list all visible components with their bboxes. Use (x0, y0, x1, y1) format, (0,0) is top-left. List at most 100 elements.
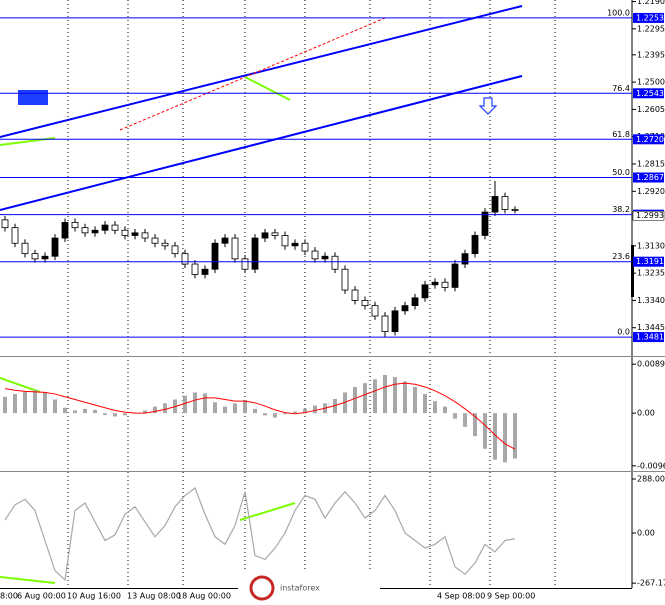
candle-body (291, 242, 299, 247)
candle-body (331, 255, 339, 270)
candle-body (271, 232, 279, 236)
candle-body (511, 209, 519, 211)
y-tick-label: 288.0038 (637, 475, 665, 484)
fib-price-box (633, 332, 664, 343)
fib-ratio: 100.0 (607, 8, 630, 17)
macd-bar (243, 400, 247, 414)
macd-bar (143, 410, 147, 414)
macd-bar (3, 396, 7, 414)
candle-body (391, 310, 399, 333)
macd-bar (103, 413, 107, 415)
watermark-logo (249, 575, 275, 601)
candle-body (91, 229, 99, 234)
macd-bar (33, 390, 37, 414)
fib-price: 1.3191 (636, 257, 664, 266)
candle-body (131, 232, 139, 236)
macd-bar (453, 413, 457, 419)
y-tick-label: 1.2395 (637, 50, 665, 59)
x-tick-label: 10 Aug 16:00 (67, 592, 121, 601)
macd-bar (113, 413, 117, 417)
macd-bar (123, 413, 127, 416)
macd-bar (313, 405, 317, 414)
candle-body (351, 289, 359, 301)
candle-body (161, 242, 169, 247)
y-tick-label: 1.2500 (637, 78, 665, 87)
macd-bar (353, 386, 357, 414)
macd-bar (203, 393, 207, 414)
candle-body (151, 237, 159, 244)
candle-body (341, 268, 349, 291)
macd-bar (253, 408, 257, 414)
fib-price: 1.2543 (636, 89, 664, 98)
y-tick-label: 0.00 (637, 529, 655, 538)
macd-bar (463, 413, 467, 427)
macd-bar (233, 403, 237, 414)
candle-body (381, 315, 389, 333)
macd-bar (423, 394, 427, 414)
macd-bar (63, 407, 67, 414)
macd-bar (483, 413, 487, 449)
macd-bar (503, 413, 507, 463)
y-tick-label: 0.00 (637, 409, 655, 418)
macd-bar (13, 394, 17, 414)
macd-bar (413, 386, 417, 414)
candle-body (211, 242, 219, 270)
candle-body (251, 237, 259, 270)
fib-ratio: 0.0 (617, 328, 630, 337)
macd-bar (283, 413, 287, 415)
candle-body (81, 227, 89, 234)
macd-bar (373, 379, 377, 414)
candle-body (361, 300, 369, 307)
candle-body (31, 253, 39, 260)
x-tick-label: 8:00 (0, 592, 18, 601)
y-tick-label: 1.2920 (637, 187, 665, 196)
y-tick-label: -267.1703 (637, 579, 665, 588)
macd-bar (163, 403, 167, 414)
y-tick-label: 0.00897 (637, 360, 665, 369)
macd-bar (83, 408, 87, 414)
macd-bar (153, 406, 157, 414)
candle-body (71, 222, 79, 229)
candle-body (421, 284, 429, 299)
candle-body (401, 305, 409, 312)
y-tick-label: 1.2605 (637, 105, 665, 114)
macd-bar (343, 392, 347, 414)
macd-bar (493, 413, 497, 460)
macd-bar (223, 406, 227, 414)
macd-bar (403, 381, 407, 414)
macd-bar (73, 410, 77, 414)
candle-body (221, 237, 229, 244)
watermark-text: instaforex (280, 584, 320, 593)
macd-bar (43, 392, 47, 414)
candle-body (301, 242, 309, 252)
candle-body (231, 237, 239, 260)
macd-bar (443, 406, 447, 414)
fib-ratio: 38.2 (612, 205, 630, 214)
fib-price-box (633, 134, 664, 145)
candle-body (411, 297, 419, 307)
candle-body (261, 232, 269, 239)
y-tick-label: 1.2295 (637, 24, 665, 33)
x-tick-label: 9 Sep 00:00 (487, 592, 535, 601)
last-price-box (632, 210, 665, 221)
time-grid (67, 0, 556, 588)
candle-body (141, 232, 149, 239)
fib-price-box (633, 172, 664, 183)
candle-body (471, 235, 479, 255)
last-price: 1.2993 (636, 211, 664, 220)
macd-bar (303, 408, 307, 414)
y-tick-label: 1.2190 (637, 0, 665, 6)
macd-bar (473, 413, 477, 437)
candle-body (241, 258, 249, 270)
candle-body (181, 253, 189, 265)
candle-body (101, 224, 109, 231)
x-tick-label: 18 Aug 00:00 (177, 592, 231, 601)
y-tick-label: 1.2815 (637, 159, 665, 168)
macd-bar (183, 395, 187, 414)
candle-body (121, 229, 129, 236)
fib-ratio: 61.8 (612, 130, 630, 139)
fib-ratio: 76.4 (612, 84, 630, 93)
candle-body (371, 305, 379, 317)
fib-price: 1.2720 (636, 135, 664, 144)
